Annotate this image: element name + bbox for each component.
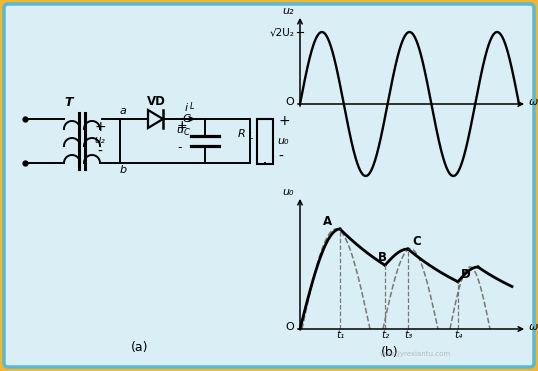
Text: L: L [190,102,194,111]
Text: u₂: u₂ [95,135,105,145]
FancyBboxPatch shape [4,4,534,367]
Text: -: - [177,141,181,154]
Text: O: O [285,322,294,332]
Text: +: + [94,120,106,134]
Text: -: - [278,150,283,164]
Text: ωt: ωt [529,322,538,332]
Text: i: i [185,103,188,113]
Text: C: C [412,235,421,248]
Text: T: T [64,96,73,109]
Text: +: + [176,119,187,132]
Text: (a): (a) [131,341,148,354]
Text: A: A [323,215,332,228]
Text: +: + [177,121,188,134]
Text: a: a [120,106,127,116]
Text: b: b [120,165,127,175]
Text: t₁: t₁ [336,330,344,340]
Text: D: D [461,268,471,281]
Bar [257,118,273,164]
Text: -: - [97,145,102,159]
Text: t₂: t₂ [381,330,389,340]
Text: ωt: ωt [529,97,538,107]
Text: VD: VD [146,95,166,108]
Text: L: L [249,132,253,141]
Text: t₃: t₃ [404,330,412,340]
Text: t₄: t₄ [454,330,462,340]
Text: +: + [278,114,289,128]
Text: O: O [285,97,294,107]
Text: www.jyrexiantu.com: www.jyrexiantu.com [379,351,450,357]
Text: u₀: u₀ [277,136,288,146]
Text: u: u [176,125,183,135]
Text: (b): (b) [381,346,399,359]
Text: √2U₂: √2U₂ [270,27,295,37]
Text: B: B [378,251,386,264]
Text: C: C [184,128,190,137]
Text: u₂: u₂ [282,6,294,16]
Text: R: R [237,129,245,139]
Text: u₀: u₀ [282,187,294,197]
Text: C: C [182,114,190,124]
